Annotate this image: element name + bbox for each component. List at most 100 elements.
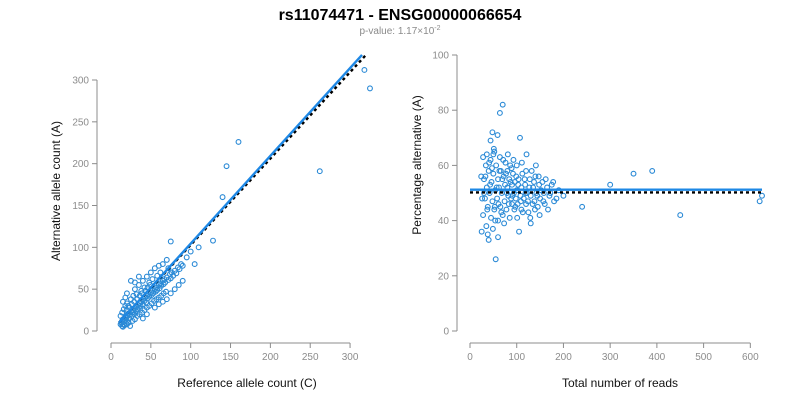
left-data-point [123,300,130,307]
left-y-axis-label: Alternative allele count (A) [49,121,63,261]
left-data-point [135,282,142,288]
figure-subtitle: p-value: 1.17×10-2 [359,25,440,37]
left-x-tick-label: 300 [342,352,359,363]
right-data-point [484,231,491,238]
left-data-point [131,286,138,293]
right-data-point [527,220,534,227]
left-data-point [316,168,323,175]
right-data-point [491,203,498,210]
right-y-tick-label: 80 [438,106,450,117]
right-data-point [487,181,494,188]
right-data-point [490,151,497,158]
left-x-tick-label: 200 [262,352,279,363]
left-x-tick-label: 50 [145,352,157,363]
right-data-point [507,179,514,185]
right-data-point [516,228,523,235]
right-data-point [478,228,485,235]
left-data-point [130,292,137,299]
left-x-axis-label: Reference allele count (C) [177,376,316,390]
right-y-axis-label: Percentage alternative (A) [410,95,424,234]
right-data-point [677,212,684,219]
right-data-point [529,201,536,207]
right-data-point [483,151,490,158]
right-data-point [503,170,509,177]
left-data-point [120,306,127,313]
right-data-point [531,206,538,213]
right-data-point [553,195,560,202]
right-y-tick-label: 20 [438,271,450,282]
right-data-point [649,167,656,174]
left-data-point [139,277,146,284]
right-data-point [519,209,526,216]
right-data-point [531,179,537,185]
right-data-point [540,198,547,205]
right-data-point [759,192,765,199]
right-data-point [492,217,499,224]
right-data-point [489,198,496,205]
right-data-point [495,217,501,224]
right-data-point [479,195,486,202]
right-data-point [532,173,539,180]
right-data-point [517,134,523,141]
left-x-tick-label: 250 [302,352,319,363]
left-y-tick-label: 100 [72,243,89,254]
right-data-point [535,173,542,180]
right-data-point [490,145,497,152]
right-data-point [482,173,489,180]
left-data-point [176,266,183,273]
left-data-point [235,138,242,145]
right-data-point [484,203,491,210]
right-x-tick-label: 100 [508,352,525,363]
left-data-point [187,248,194,255]
right-x-tick-label: 200 [555,352,572,363]
right-data-point [496,110,503,116]
left-data-point [147,269,154,276]
right-data-point [542,176,549,183]
left-data-point [151,304,158,311]
right-scatter-panel: Total number of reads Percentage alterna… [410,51,765,390]
right-data-point [527,214,534,221]
right-data-point [486,159,493,166]
left-data-point [120,321,127,328]
left-data-point [149,276,156,283]
right-data-point [518,159,525,166]
right-x-axis-label: Total number of reads [562,376,678,390]
left-data-point [167,290,174,297]
left-data-point [120,323,126,330]
right-data-point [496,167,503,174]
right-y-tick-label: 40 [438,216,450,227]
right-data-point [489,225,496,232]
right-x-tick-label: 400 [649,352,666,363]
right-data-point [499,101,506,108]
left-data-point [139,315,146,322]
right-data-point [517,198,524,205]
right-data-point [484,206,491,213]
left-data-point [131,279,138,286]
left-x-tick-label: 0 [108,352,114,363]
right-data-point [512,203,519,210]
right-data-point [524,198,531,205]
left-y-tick-label: 200 [72,159,89,170]
right-data-point [480,154,487,161]
right-data-point [483,223,490,230]
left-data-point [146,279,153,286]
pvalue-prefix: p-value: 1.17×10 [359,26,434,37]
left-data-point [138,287,145,294]
right-data-point [525,209,532,216]
left-data-point [179,262,186,269]
left-data-point [179,277,186,284]
right-data-point [514,214,521,221]
right-data-point [489,165,495,172]
right-y-tick-label: 0 [443,327,449,338]
left-data-point [143,273,150,280]
left-data-point [195,244,202,251]
right-data-point [521,176,528,183]
right-data-point [491,206,498,213]
left-data-point [155,301,162,308]
right-data-point [495,234,501,241]
right-data-point [527,192,534,199]
right-data-point [519,170,526,177]
left-data-point [163,296,170,303]
right-data-point [756,198,763,205]
